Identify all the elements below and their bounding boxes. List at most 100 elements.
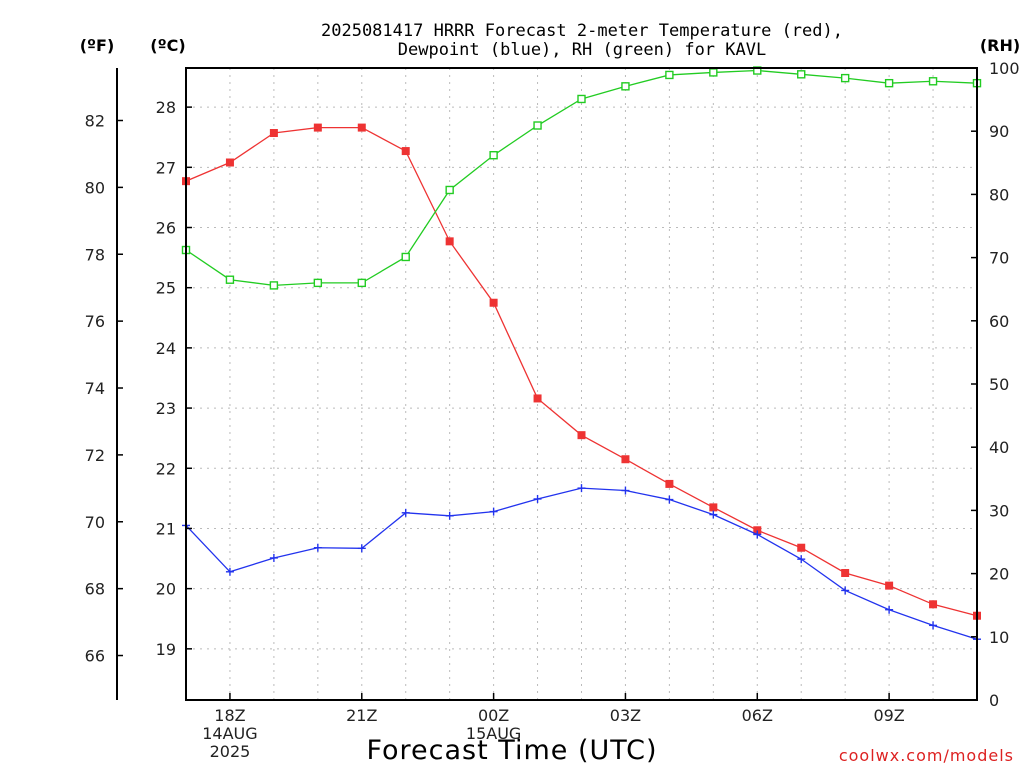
x-tick-label: 18Z bbox=[214, 706, 245, 725]
dewpoint-point bbox=[665, 495, 674, 504]
temperature-point bbox=[841, 568, 850, 577]
x-tick-label: 2025 bbox=[210, 742, 251, 761]
dewpoint-point bbox=[401, 508, 410, 517]
temperature-point bbox=[885, 581, 894, 590]
rh-unit-label: (RH) bbox=[980, 36, 1020, 55]
temperature-point bbox=[357, 123, 366, 132]
rh-tick-label: 10 bbox=[989, 628, 1009, 647]
chart-title-line-2: Dewpoint (blue), RH (green) for KAVL bbox=[398, 40, 766, 60]
chart-title-line-1: 2025081417 HRRR Forecast 2-meter Tempera… bbox=[321, 21, 843, 41]
fahrenheit-tick-label: 68 bbox=[85, 580, 105, 599]
dewpoint-point bbox=[709, 510, 718, 519]
temperature-point bbox=[225, 158, 234, 167]
temperature-point bbox=[269, 129, 278, 138]
rh-tick-label: 30 bbox=[989, 501, 1009, 520]
temperature-point bbox=[401, 147, 410, 156]
fahrenheit-tick-label: 80 bbox=[85, 178, 105, 197]
rh-point bbox=[577, 94, 586, 104]
dewpoint-point bbox=[577, 484, 586, 493]
rh-tick-label: 90 bbox=[989, 122, 1009, 141]
dewpoint-point bbox=[929, 621, 938, 630]
fahrenheit-tick-label: 70 bbox=[85, 513, 105, 532]
celsius-tick-label: 28 bbox=[156, 98, 176, 117]
x-tick-label: 09Z bbox=[873, 706, 904, 725]
x-tick-label: 14AUG bbox=[202, 724, 257, 743]
dewpoint-point bbox=[533, 494, 542, 503]
rh-tick-label: 70 bbox=[989, 249, 1009, 268]
rh-point bbox=[401, 252, 410, 262]
rh-point bbox=[797, 70, 806, 79]
rh-point bbox=[665, 70, 674, 80]
rh-point bbox=[621, 82, 630, 91]
dewpoint-point bbox=[797, 555, 806, 564]
celsius-tick-label: 22 bbox=[156, 459, 176, 478]
rh-point bbox=[269, 281, 279, 290]
dewpoint-point bbox=[313, 543, 322, 552]
temperature-point bbox=[313, 123, 322, 132]
rh-point bbox=[533, 121, 542, 130]
celsius-tick-label: 20 bbox=[156, 580, 176, 599]
dewpoint-point bbox=[269, 553, 278, 562]
dewpoint-point bbox=[225, 567, 234, 576]
celsius-tick-label: 23 bbox=[156, 399, 176, 418]
fahrenheit-tick-label: 66 bbox=[85, 647, 105, 666]
axes-layer: 19 20 21 22 23 24 25 26 27 28 66 68 70 72 74 76 78 80 82 0 1… bbox=[85, 59, 1020, 761]
rh-point bbox=[840, 73, 850, 83]
fahrenheit-tick-label: 78 bbox=[85, 245, 105, 264]
fahrenheit-unit-label: (ºF) bbox=[80, 36, 115, 55]
dewpoint-point bbox=[489, 507, 498, 516]
rh-tick-label: 50 bbox=[989, 375, 1009, 394]
celsius-tick-label: 25 bbox=[156, 279, 176, 298]
celsius-tick-label: 19 bbox=[156, 640, 176, 659]
rh-point bbox=[884, 78, 894, 88]
temperature-point bbox=[445, 237, 454, 246]
x-tick-label: 03Z bbox=[610, 706, 641, 725]
celsius-tick-label: 27 bbox=[156, 158, 176, 177]
temperature-point bbox=[577, 431, 586, 440]
celsius-tick-label: 21 bbox=[156, 519, 176, 538]
rh-point bbox=[928, 77, 938, 86]
rh-tick-label: 20 bbox=[989, 565, 1009, 584]
temperature-point bbox=[533, 394, 542, 403]
temperature-point bbox=[929, 600, 938, 609]
dewpoint-point bbox=[753, 530, 762, 539]
dewpoint-point bbox=[885, 605, 894, 614]
dewpoint-point bbox=[357, 544, 366, 553]
temperature-point bbox=[753, 526, 762, 535]
fahrenheit-tick-label: 72 bbox=[85, 446, 105, 465]
temperature-point bbox=[709, 503, 718, 512]
rh-point bbox=[357, 278, 366, 288]
x-axis-title: Forecast Time (UTC) bbox=[366, 735, 657, 766]
rh-tick-label: 0 bbox=[989, 691, 999, 710]
rh-point bbox=[313, 278, 323, 288]
x-tick-label: 06Z bbox=[742, 706, 773, 725]
x-tick-label: 00Z bbox=[478, 706, 509, 725]
rh-point bbox=[225, 275, 235, 284]
dewpoint-point bbox=[621, 486, 630, 495]
series-layer bbox=[181, 66, 982, 644]
rh-point bbox=[709, 68, 718, 77]
rh-point bbox=[445, 185, 454, 195]
fahrenheit-tick-label: 74 bbox=[85, 379, 105, 398]
series-line-temperature bbox=[185, 126, 978, 617]
celsius-unit-label: (ºC) bbox=[150, 36, 185, 55]
temperature-point bbox=[797, 543, 806, 552]
rh-tick-label: 80 bbox=[989, 185, 1009, 204]
celsius-tick-label: 24 bbox=[156, 339, 176, 358]
x-tick-label: 21Z bbox=[346, 706, 377, 725]
temperature-point bbox=[665, 479, 674, 488]
rh-tick-label: 100 bbox=[989, 59, 1020, 78]
celsius-tick-label: 26 bbox=[156, 219, 176, 238]
rh-tick-label: 60 bbox=[989, 312, 1009, 331]
credit-text: coolwx.com/models bbox=[839, 746, 1014, 765]
grid-lines bbox=[186, 68, 977, 700]
dewpoint-point bbox=[445, 511, 454, 520]
rh-tick-label: 40 bbox=[989, 438, 1009, 457]
rh-point bbox=[489, 151, 498, 160]
temperature-point bbox=[621, 455, 630, 464]
fahrenheit-tick-label: 82 bbox=[85, 111, 105, 130]
x-tick-label: 15AUG bbox=[466, 724, 521, 743]
temperature-point bbox=[489, 298, 498, 307]
dewpoint-point bbox=[841, 586, 850, 595]
